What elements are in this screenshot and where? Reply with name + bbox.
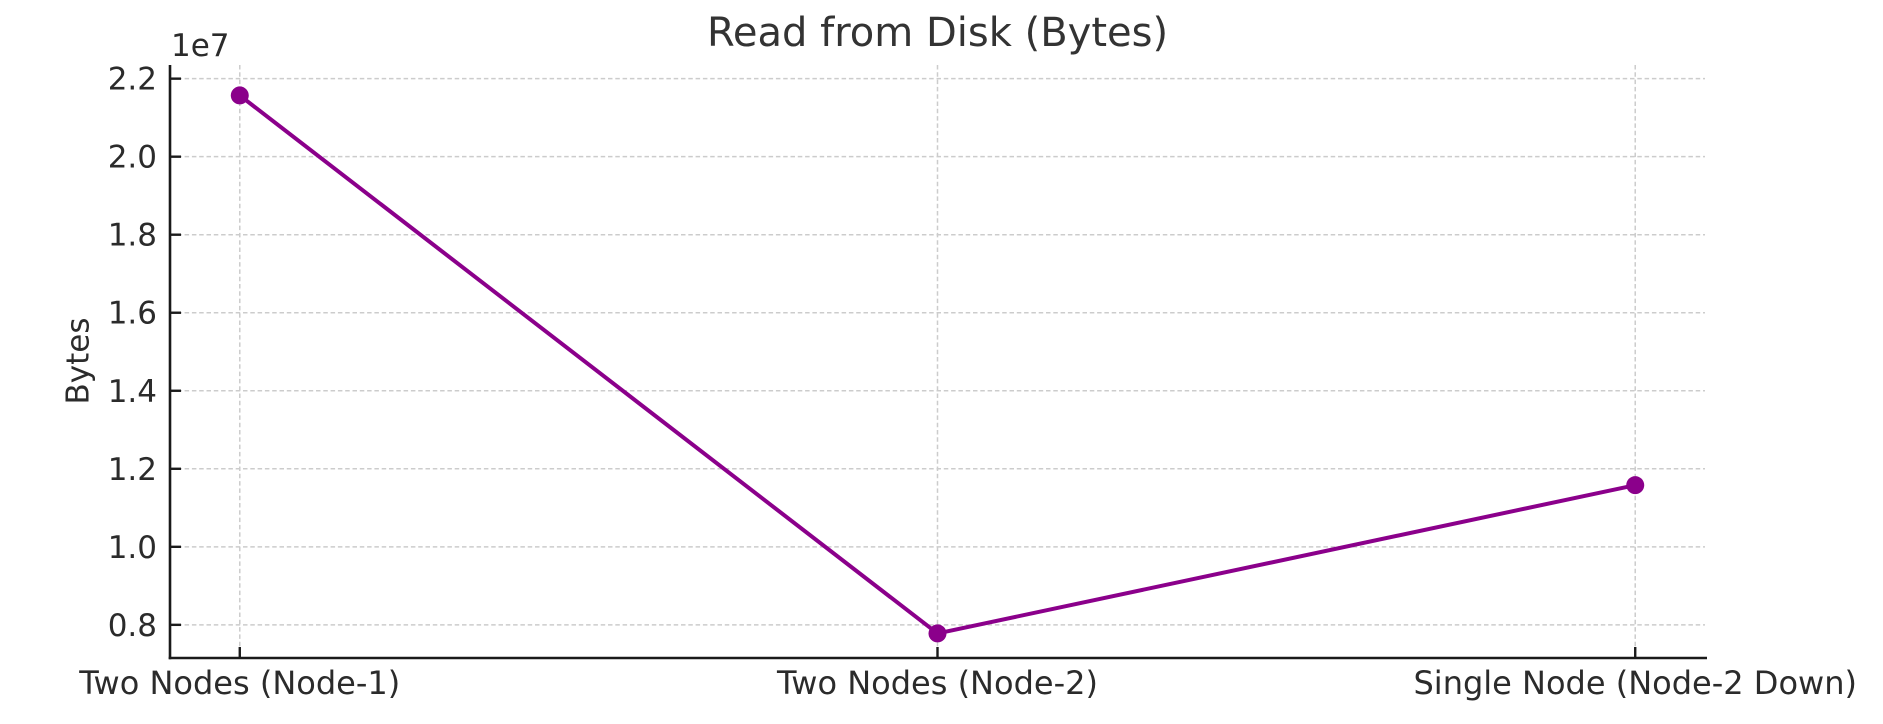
y-tick-label: 1.8 [108, 218, 157, 254]
data-point [230, 86, 249, 105]
y-tick-label: 1.4 [108, 374, 157, 410]
chart-title: Read from Disk (Bytes) [706, 10, 1169, 56]
y-tick-label: 1.0 [108, 530, 157, 566]
y-tick-label: 2.0 [108, 140, 157, 176]
x-tick-label: Two Nodes (Node-1) [78, 664, 400, 702]
y-tick-label: 0.8 [108, 608, 157, 644]
y-tick-label: 1.2 [108, 452, 157, 488]
y-axis-offset-label: 1e7 [171, 28, 230, 64]
y-tick-label: 2.2 [108, 62, 157, 98]
x-tick-label: Two Nodes (Node-2) [776, 664, 1098, 702]
x-tick-label: Single Node (Node-2 Down) [1413, 664, 1856, 702]
y-tick-label: 1.6 [108, 296, 157, 332]
data-point [1626, 476, 1645, 495]
data-point [928, 624, 947, 643]
